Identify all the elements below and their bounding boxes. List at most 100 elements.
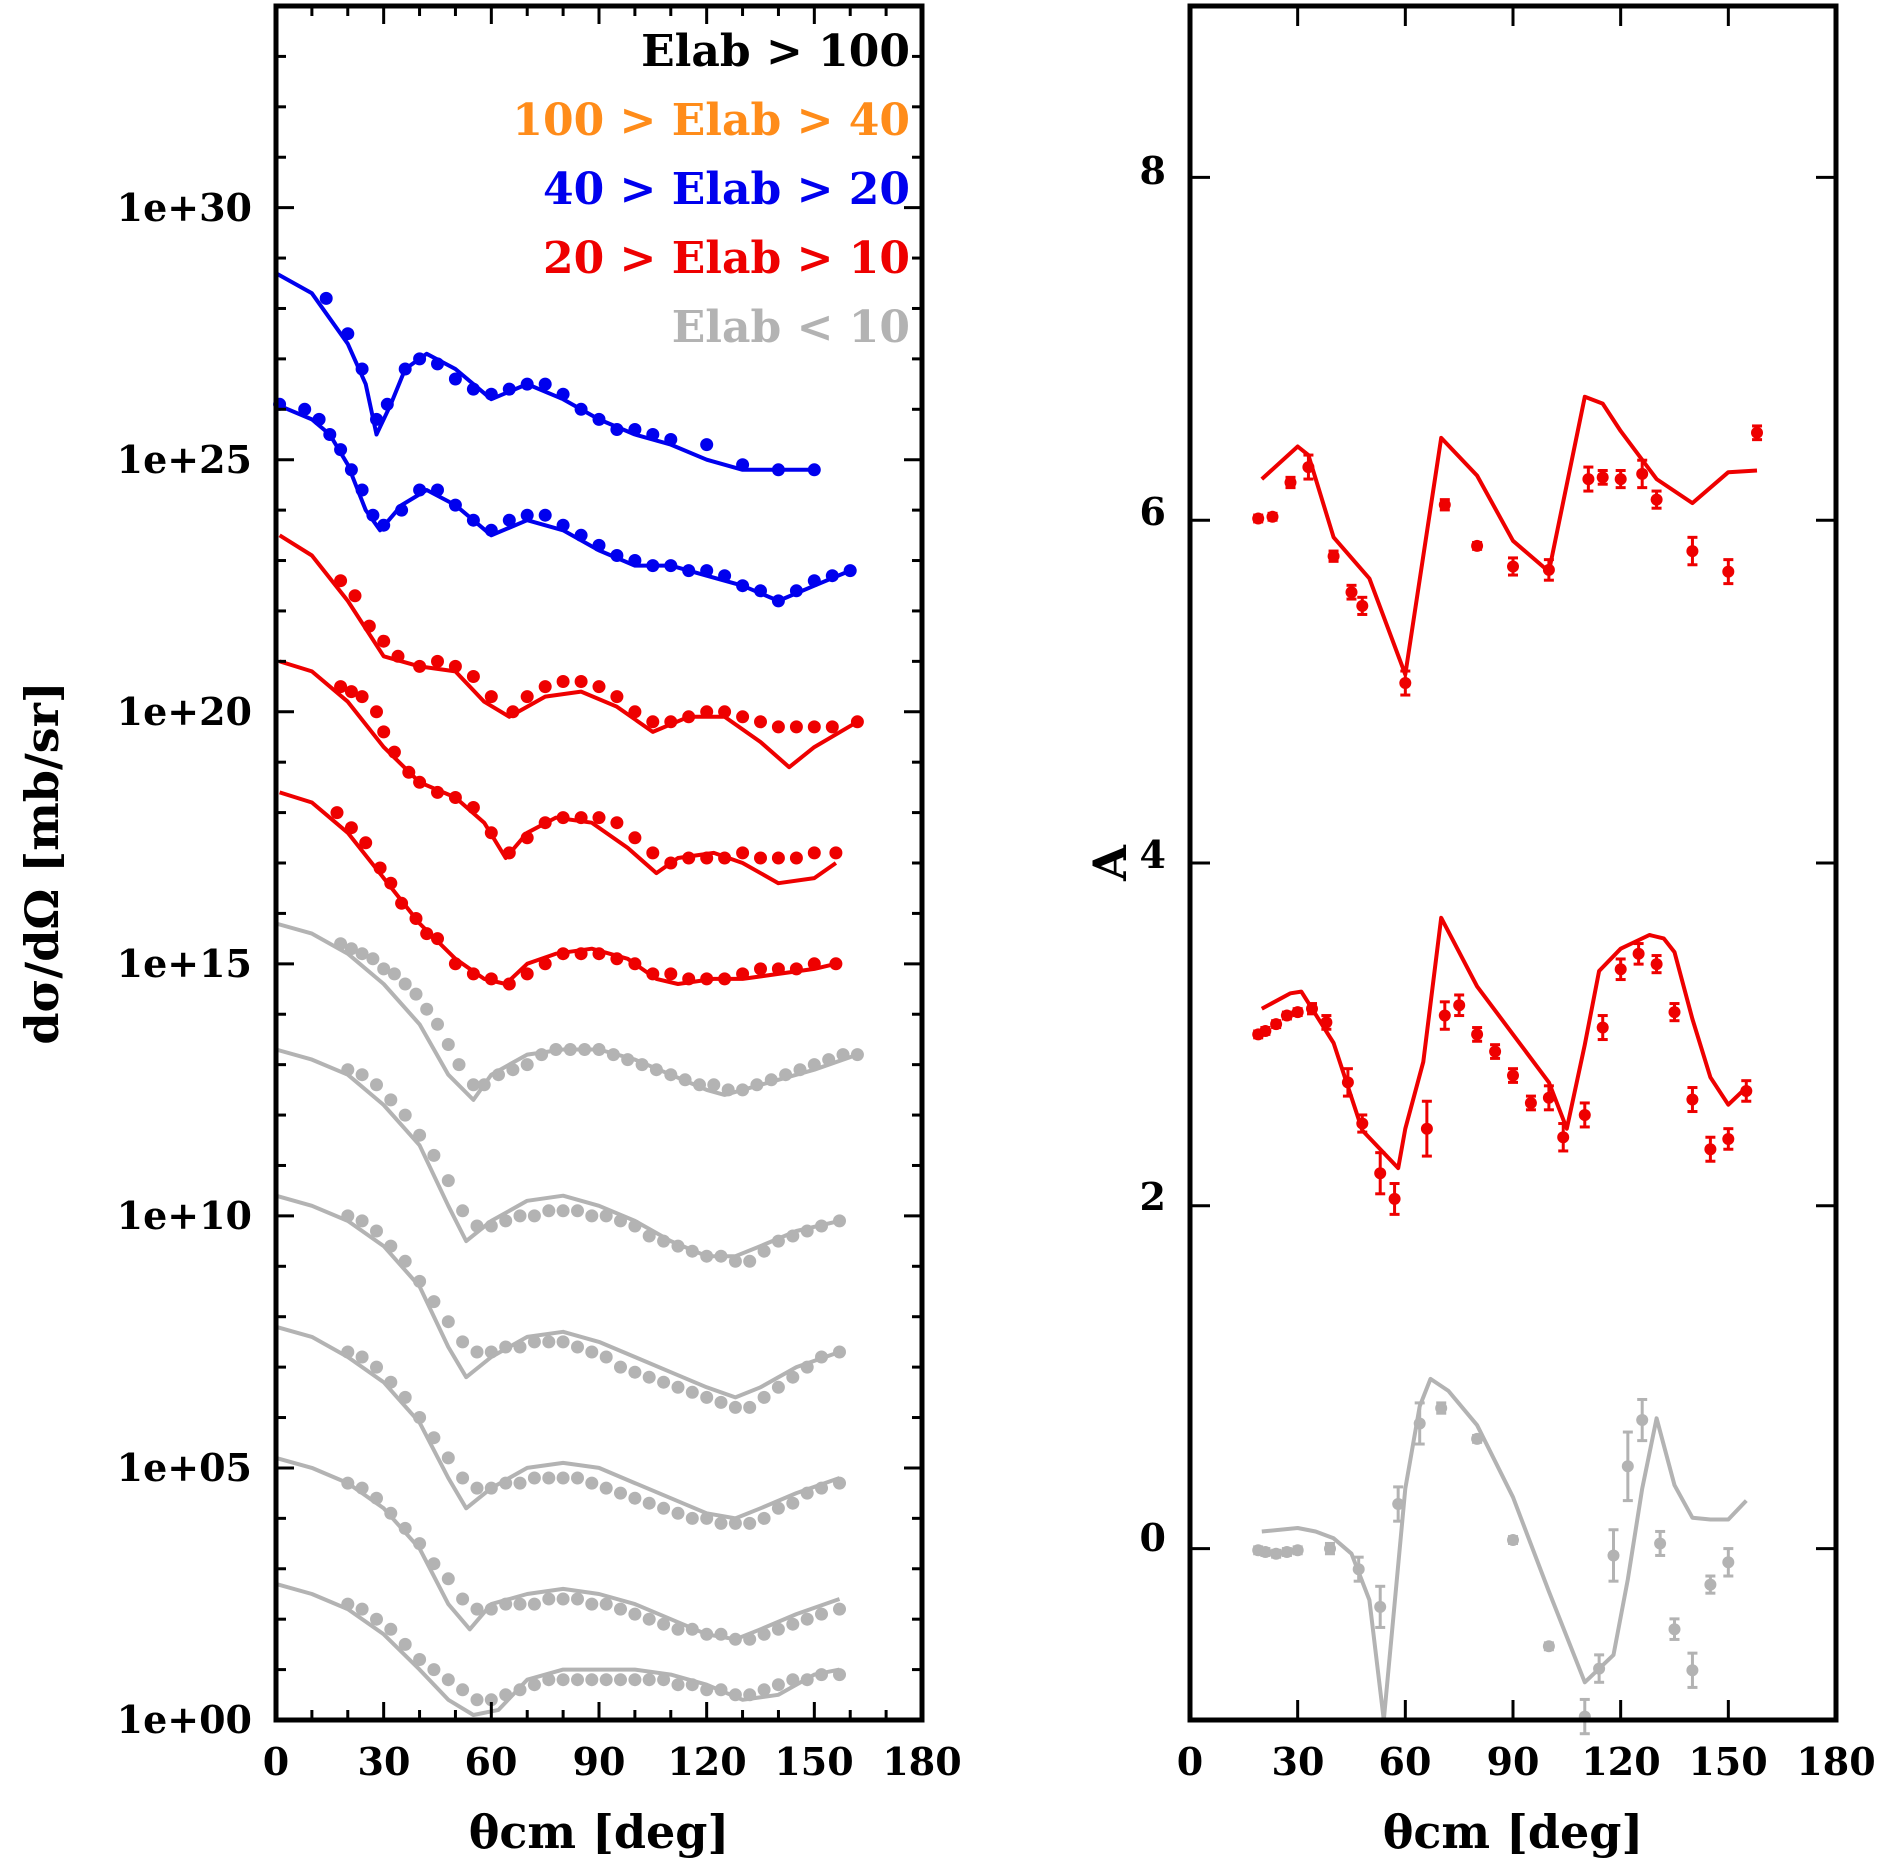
data-point bbox=[592, 412, 606, 426]
data-point bbox=[1320, 1016, 1333, 1029]
data-point bbox=[714, 1627, 728, 1641]
data-point bbox=[700, 1511, 714, 1525]
data-point bbox=[413, 352, 427, 366]
data-point bbox=[628, 423, 642, 436]
data-point bbox=[398, 1254, 412, 1268]
data-point bbox=[484, 1219, 498, 1233]
left-y-tick-labels: 1e+00 1e+05 1e+10 1e+15 1e+20 1e+25 1e+3… bbox=[117, 185, 252, 1742]
data-point bbox=[700, 972, 714, 986]
left-y-tick-label: 1e+15 bbox=[117, 941, 252, 986]
data-point bbox=[556, 1204, 570, 1218]
data-point bbox=[370, 1224, 383, 1238]
data-point bbox=[470, 1219, 484, 1233]
data-point bbox=[1722, 565, 1735, 578]
data-point bbox=[1266, 510, 1279, 523]
series-curve bbox=[1261, 1376, 1748, 1722]
data-point bbox=[398, 977, 412, 991]
data-point bbox=[807, 720, 821, 734]
data-point bbox=[786, 1496, 800, 1510]
data-point bbox=[606, 1048, 620, 1062]
data-point bbox=[628, 1673, 642, 1687]
data-point bbox=[1388, 1192, 1401, 1205]
data-point bbox=[334, 443, 348, 457]
data-point bbox=[348, 589, 362, 603]
data-point bbox=[1621, 1460, 1634, 1473]
data-point bbox=[815, 1607, 828, 1621]
data-point bbox=[657, 1501, 671, 1515]
data-point bbox=[700, 564, 714, 578]
data-point bbox=[771, 720, 785, 734]
data-point bbox=[664, 1068, 678, 1082]
data-point bbox=[520, 967, 534, 981]
data-point bbox=[574, 528, 588, 542]
data-point bbox=[800, 1486, 814, 1500]
data-point bbox=[398, 1390, 412, 1404]
data-point bbox=[1356, 599, 1369, 612]
data-point bbox=[1352, 1563, 1365, 1576]
data-point bbox=[621, 1053, 635, 1067]
data-point bbox=[714, 1516, 728, 1530]
data-point bbox=[682, 972, 696, 986]
data-point bbox=[833, 1476, 846, 1490]
series-curve bbox=[278, 533, 859, 770]
data-point bbox=[384, 1093, 398, 1107]
data-point bbox=[833, 1602, 846, 1616]
data-point bbox=[1614, 473, 1627, 486]
series-curve bbox=[1260, 915, 1748, 1171]
data-point bbox=[538, 680, 552, 694]
data-point bbox=[646, 559, 660, 573]
data-point bbox=[484, 1345, 498, 1359]
data-point bbox=[542, 1592, 556, 1606]
data-point bbox=[384, 1622, 398, 1636]
data-point bbox=[718, 972, 732, 986]
data-point bbox=[452, 1058, 466, 1072]
data-point bbox=[370, 705, 383, 719]
data-point bbox=[413, 1128, 427, 1142]
data-point bbox=[466, 670, 480, 683]
data-point bbox=[1751, 426, 1763, 439]
data-point bbox=[599, 1209, 613, 1223]
data-point bbox=[341, 327, 355, 341]
data-point bbox=[682, 710, 696, 724]
data-point bbox=[1420, 1122, 1433, 1135]
data-point bbox=[362, 619, 376, 633]
data-point bbox=[366, 508, 380, 522]
data-point bbox=[718, 851, 732, 865]
right-x-tick-label: 0 bbox=[1177, 1739, 1203, 1784]
data-point bbox=[366, 952, 380, 966]
data-point bbox=[736, 579, 750, 593]
data-point bbox=[592, 947, 606, 961]
data-point bbox=[377, 518, 391, 532]
data-point bbox=[484, 1602, 498, 1616]
data-point bbox=[718, 569, 732, 583]
data-point bbox=[466, 967, 480, 981]
data-point bbox=[571, 1204, 584, 1218]
data-point bbox=[585, 1476, 599, 1490]
data-point bbox=[556, 1335, 570, 1349]
left-x-tick-labels: 0 30 60 90 120 150 180 bbox=[263, 1739, 962, 1784]
data-point bbox=[334, 937, 348, 951]
right-y-tick-label: 8 bbox=[1140, 148, 1166, 193]
data-point bbox=[448, 372, 462, 386]
series-curve bbox=[275, 1047, 840, 1259]
data-point bbox=[466, 1078, 480, 1092]
data-point bbox=[642, 1370, 656, 1384]
data-point bbox=[1686, 545, 1699, 558]
data-point bbox=[807, 574, 821, 588]
data-point bbox=[341, 1209, 355, 1223]
data-point bbox=[1471, 1432, 1484, 1445]
data-point bbox=[728, 1632, 742, 1646]
data-point bbox=[542, 1204, 556, 1218]
data-point bbox=[427, 1663, 441, 1677]
data-point bbox=[384, 876, 398, 890]
left-y-tick-label: 1e+05 bbox=[117, 1445, 252, 1490]
data-point bbox=[1704, 1578, 1717, 1591]
data-point bbox=[470, 1602, 484, 1616]
data-point bbox=[743, 1632, 757, 1646]
data-point bbox=[448, 659, 462, 673]
right-x-tick-label: 150 bbox=[1688, 1739, 1767, 1784]
data-point bbox=[427, 1431, 441, 1445]
data-point bbox=[771, 1234, 785, 1248]
data-point bbox=[628, 1219, 642, 1233]
